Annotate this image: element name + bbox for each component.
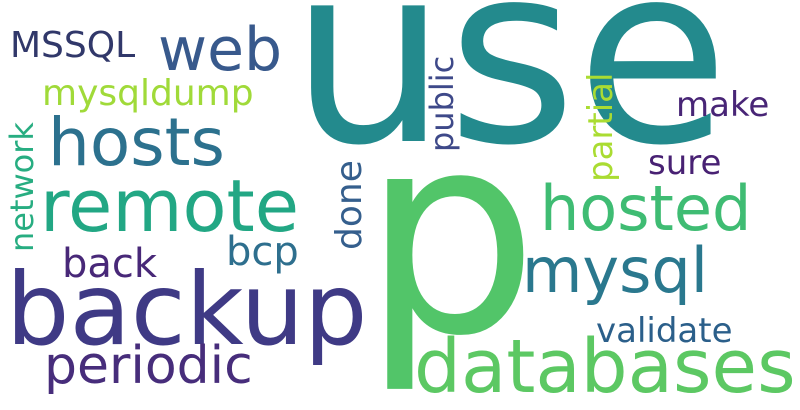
word-mysql: mysql xyxy=(522,234,708,307)
word-remote: remote xyxy=(40,164,300,248)
word-make: make xyxy=(676,85,770,125)
word-public: public xyxy=(423,55,461,152)
word-p: p xyxy=(362,73,539,397)
word-back: back xyxy=(62,241,158,287)
word-web: web xyxy=(158,15,283,85)
word-databases: databases xyxy=(414,324,796,410)
word-hosts: hosts xyxy=(48,104,225,181)
word-network: network xyxy=(3,122,41,252)
word-backup: backup xyxy=(6,251,368,368)
word-periodic: periodic xyxy=(44,336,253,396)
word-validate: validate xyxy=(596,311,733,351)
word-mysqldump: mysqldump xyxy=(42,73,254,114)
word-done: done xyxy=(329,160,370,250)
word-partial: partial xyxy=(581,72,621,182)
word-hosted: hosted xyxy=(540,172,752,245)
word-MSSQL: MSSQL xyxy=(10,25,136,66)
word-use: use xyxy=(290,0,729,200)
word-cloud: use p backup databases remote hosts host… xyxy=(3,0,796,404)
word-bcp: bcp xyxy=(226,229,299,275)
word-sure: sure xyxy=(648,143,722,183)
